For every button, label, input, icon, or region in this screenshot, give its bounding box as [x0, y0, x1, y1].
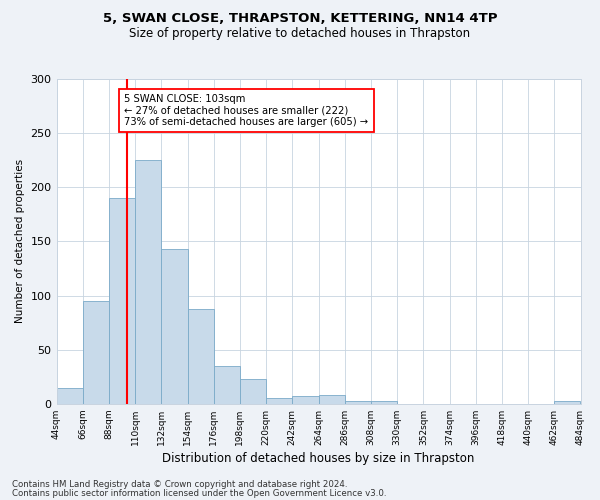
Bar: [345, 400, 371, 404]
Text: 5 SWAN CLOSE: 103sqm
← 27% of detached houses are smaller (222)
73% of semi-deta: 5 SWAN CLOSE: 103sqm ← 27% of detached h…: [124, 94, 368, 128]
Text: Contains public sector information licensed under the Open Government Licence v3: Contains public sector information licen…: [12, 488, 386, 498]
Bar: [240, 379, 266, 404]
Bar: [188, 308, 214, 404]
Text: 5, SWAN CLOSE, THRAPSTON, KETTERING, NN14 4TP: 5, SWAN CLOSE, THRAPSTON, KETTERING, NN1…: [103, 12, 497, 26]
Bar: [56, 388, 83, 404]
Bar: [319, 395, 345, 404]
Bar: [266, 398, 292, 404]
Bar: [292, 396, 319, 404]
Text: Size of property relative to detached houses in Thrapston: Size of property relative to detached ho…: [130, 28, 470, 40]
Bar: [214, 366, 240, 404]
Bar: [83, 301, 109, 404]
Bar: [371, 400, 397, 404]
Bar: [554, 400, 580, 404]
Bar: [109, 198, 135, 404]
X-axis label: Distribution of detached houses by size in Thrapston: Distribution of detached houses by size …: [163, 452, 475, 465]
Text: Contains HM Land Registry data © Crown copyright and database right 2024.: Contains HM Land Registry data © Crown c…: [12, 480, 347, 489]
Bar: [161, 249, 188, 404]
Y-axis label: Number of detached properties: Number of detached properties: [15, 160, 25, 324]
Bar: [135, 160, 161, 404]
